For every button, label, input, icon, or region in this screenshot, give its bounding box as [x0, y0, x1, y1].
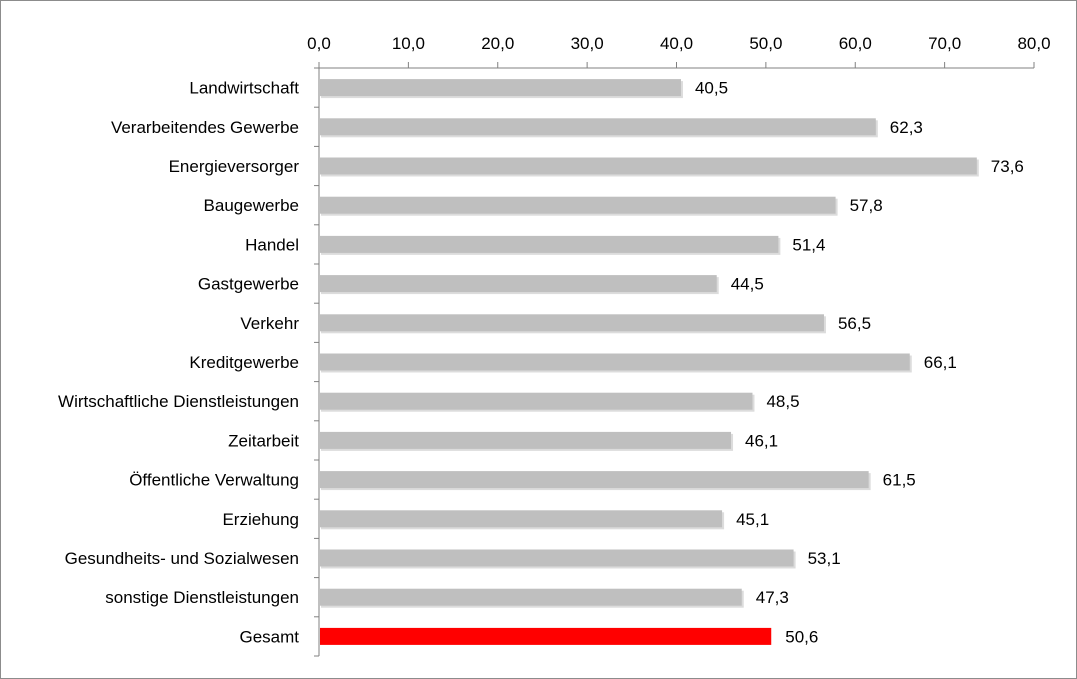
x-tick-label: 60,0: [839, 34, 872, 53]
category-label: Zeitarbeit: [228, 431, 299, 450]
category-label: Verkehr: [240, 314, 299, 333]
data-label: 44,5: [731, 275, 764, 294]
category-label: Verarbeitendes Gewerbe: [111, 118, 299, 137]
bar: [320, 549, 794, 567]
data-label: 51,4: [792, 235, 825, 254]
data-label: 57,8: [850, 196, 883, 215]
x-tick-label: 20,0: [481, 34, 514, 53]
x-tick-label: 50,0: [749, 34, 782, 53]
data-label: 62,3: [890, 118, 923, 137]
bar: [320, 118, 876, 136]
bar: [320, 353, 910, 371]
category-label: Gastgewerbe: [198, 275, 299, 294]
bar: [320, 79, 681, 97]
bar: [320, 510, 723, 528]
x-tick-label: 30,0: [571, 34, 604, 53]
data-label: 46,1: [745, 431, 778, 450]
bar: [320, 392, 753, 410]
category-label: Wirtschaftliche Dienstleistungen: [58, 392, 299, 411]
data-label: 56,5: [838, 314, 871, 333]
bar: [320, 588, 742, 606]
category-label: Landwirtschaft: [189, 79, 299, 98]
category-label: Energieversorger: [169, 157, 300, 176]
data-label: 50,6: [785, 627, 818, 646]
category-label: Handel: [245, 235, 299, 254]
data-label: 40,5: [695, 79, 728, 98]
bar: [320, 275, 717, 293]
data-label: 53,1: [808, 549, 841, 568]
data-label: 73,6: [991, 157, 1024, 176]
category-label: Baugewerbe: [204, 196, 299, 215]
bar: [320, 157, 977, 175]
x-tick-label: 70,0: [928, 34, 961, 53]
category-label: Gesamt: [239, 627, 299, 646]
axis-layer: [314, 62, 1035, 657]
bar-total: [320, 627, 772, 645]
category-label: Erziehung: [222, 510, 299, 529]
category-label: Kreditgewerbe: [189, 353, 299, 372]
category-label: Öffentliche Verwaltung: [129, 471, 299, 490]
x-tick-label: 80,0: [1017, 34, 1050, 53]
data-label: 47,3: [756, 588, 789, 607]
category-label: Gesundheits- und Sozialwesen: [65, 549, 299, 568]
bar: [320, 314, 824, 332]
x-tick-label: 10,0: [392, 34, 425, 53]
bar: [320, 471, 869, 489]
data-label: 45,1: [736, 510, 769, 529]
bar: [320, 431, 732, 449]
bar: [320, 235, 779, 253]
data-label: 66,1: [924, 353, 957, 372]
labels-layer: 0,0 10,0 20,0 30,0 40,0 50,0 60,0 70,0 80,0 Landw…: [58, 34, 1051, 646]
bar: [320, 196, 836, 214]
category-label: sonstige Dienstleistungen: [105, 588, 299, 607]
bars-layer: [320, 79, 979, 645]
data-label: 61,5: [883, 471, 916, 490]
x-tick-label: 40,0: [660, 34, 693, 53]
x-tick-label: 0,0: [307, 34, 331, 53]
data-label: 48,5: [766, 392, 799, 411]
